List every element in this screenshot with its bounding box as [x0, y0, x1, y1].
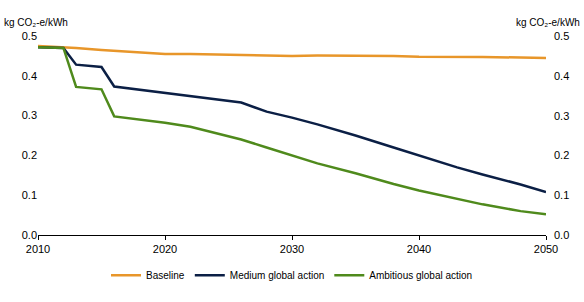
svg-text:0.5: 0.5 [22, 30, 37, 42]
svg-text:Baseline: Baseline [146, 270, 185, 281]
svg-text:kg CO₂-e/kWh: kg CO₂-e/kWh [516, 17, 580, 28]
svg-text:2040: 2040 [407, 243, 431, 255]
svg-text:0.2: 0.2 [554, 149, 569, 161]
svg-text:2020: 2020 [153, 243, 177, 255]
svg-text:2030: 2030 [280, 243, 304, 255]
svg-text:Medium global action: Medium global action [230, 270, 325, 281]
svg-text:0.3: 0.3 [22, 109, 37, 121]
svg-text:0.1: 0.1 [554, 189, 569, 201]
svg-text:0.5: 0.5 [554, 30, 569, 42]
svg-text:0.4: 0.4 [22, 70, 37, 82]
svg-text:2050: 2050 [534, 243, 558, 255]
svg-text:2010: 2010 [26, 243, 50, 255]
svg-text:0.0: 0.0 [22, 229, 37, 241]
svg-text:0.2: 0.2 [22, 149, 37, 161]
svg-text:0.0: 0.0 [554, 229, 569, 241]
svg-text:0.4: 0.4 [554, 70, 569, 82]
svg-text:0.3: 0.3 [554, 110, 569, 122]
svg-text:0.1: 0.1 [22, 189, 37, 201]
svg-text:kg CO₂-e/kWh: kg CO₂-e/kWh [4, 17, 68, 28]
svg-text:Ambitious global action: Ambitious global action [369, 270, 472, 281]
